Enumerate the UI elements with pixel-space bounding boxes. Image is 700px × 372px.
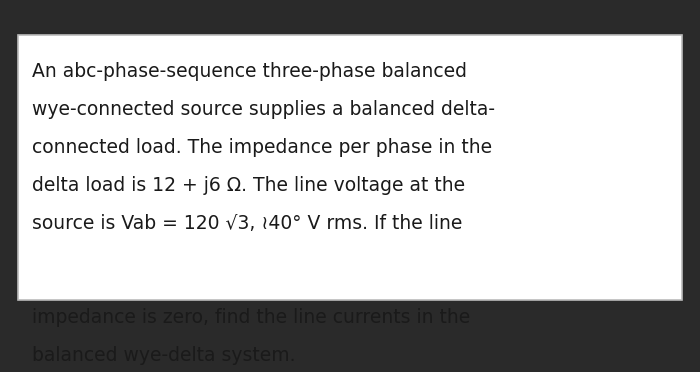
Text: delta load is 12 + j6 Ω. The line voltage at the: delta load is 12 + j6 Ω. The line voltag… (32, 176, 465, 195)
Text: An abc-phase-sequence three-phase balanced: An abc-phase-sequence three-phase balanc… (32, 62, 467, 81)
FancyBboxPatch shape (18, 35, 682, 300)
Text: connected load. The impedance per phase in the: connected load. The impedance per phase … (32, 138, 492, 157)
Text: impedance is zero, find the line currents in the: impedance is zero, find the line current… (32, 308, 470, 327)
Text: wye-connected source supplies a balanced delta-: wye-connected source supplies a balanced… (32, 100, 495, 119)
Text: source is Vab = 120 √3, ≀40° V rms. If the line: source is Vab = 120 √3, ≀40° V rms. If t… (32, 214, 463, 233)
Text: balanced wye-delta system.: balanced wye-delta system. (32, 346, 295, 365)
